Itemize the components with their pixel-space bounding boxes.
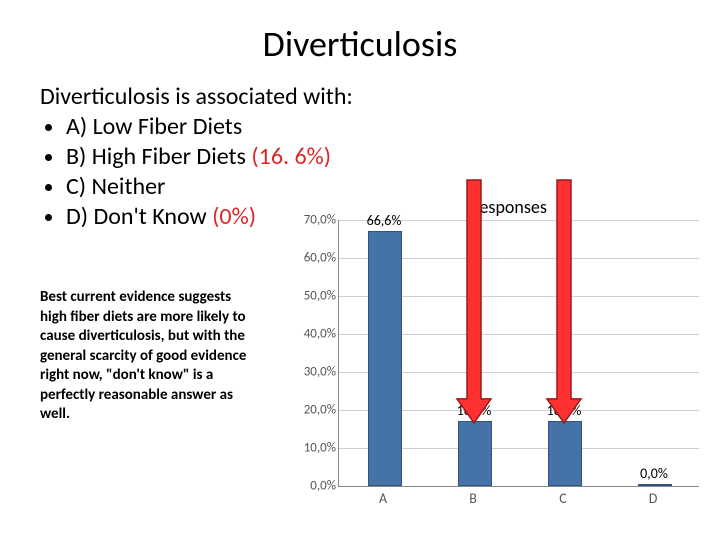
option-c: C) Neither bbox=[66, 172, 353, 202]
chart-bar-label: 0,0% bbox=[614, 465, 694, 482]
chart-ytick: 50,0% bbox=[280, 289, 336, 304]
chart-ytick: 0,0% bbox=[280, 479, 336, 494]
chart-bar bbox=[368, 231, 402, 486]
page-title: Diverticulosis bbox=[0, 22, 720, 66]
option-a: A) Low Fiber Diets bbox=[66, 112, 353, 142]
chart-xcategory: C bbox=[559, 490, 566, 507]
chart-xcategory: D bbox=[649, 490, 658, 507]
chart-ytick: 70,0% bbox=[280, 213, 336, 228]
chart-ytick: 60,0% bbox=[280, 251, 336, 266]
chart-xcategory: B bbox=[469, 490, 477, 507]
chart-arrow-icon bbox=[454, 180, 494, 429]
option-b: B) High Fiber Diets (16. 6%) bbox=[66, 142, 353, 172]
question-block: Diverticulosis is associated with: A) Lo… bbox=[40, 82, 353, 232]
option-d-label: D) Don't Know bbox=[66, 202, 207, 231]
chart-plot-area: 66,6%16,6%16,6%0,0% bbox=[338, 220, 699, 487]
option-d-pct: (0%) bbox=[212, 202, 256, 231]
chart-ytick: 40,0% bbox=[280, 327, 336, 342]
chart-bar bbox=[458, 421, 492, 486]
option-a-label: A) Low Fiber Diets bbox=[66, 112, 242, 141]
evidence-note: Best current evidence suggests high fibe… bbox=[40, 288, 250, 425]
option-b-pct: (16. 6%) bbox=[251, 142, 331, 171]
question-text: Diverticulosis is associated with: bbox=[40, 82, 353, 112]
option-c-label: C) Neither bbox=[66, 172, 165, 201]
chart-ytick: 20,0% bbox=[280, 403, 336, 418]
chart-ytick: 10,0% bbox=[280, 441, 336, 456]
option-b-label: B) High Fiber Diets bbox=[66, 142, 246, 171]
chart-ytick: 30,0% bbox=[280, 365, 336, 380]
chart-bar-label: 66,6% bbox=[344, 212, 424, 229]
chart-bar bbox=[548, 421, 582, 486]
slide: Diverticulosis Diverticulosis is associa… bbox=[0, 0, 720, 540]
chart-arrow-icon bbox=[544, 180, 584, 429]
responses-chart: 66,6%16,6%16,6%0,0% 0,0% 10,0% 20,0% 30,0% 4… bbox=[280, 220, 700, 520]
chart-bar bbox=[638, 484, 672, 486]
chart-xcategory: A bbox=[379, 490, 387, 507]
